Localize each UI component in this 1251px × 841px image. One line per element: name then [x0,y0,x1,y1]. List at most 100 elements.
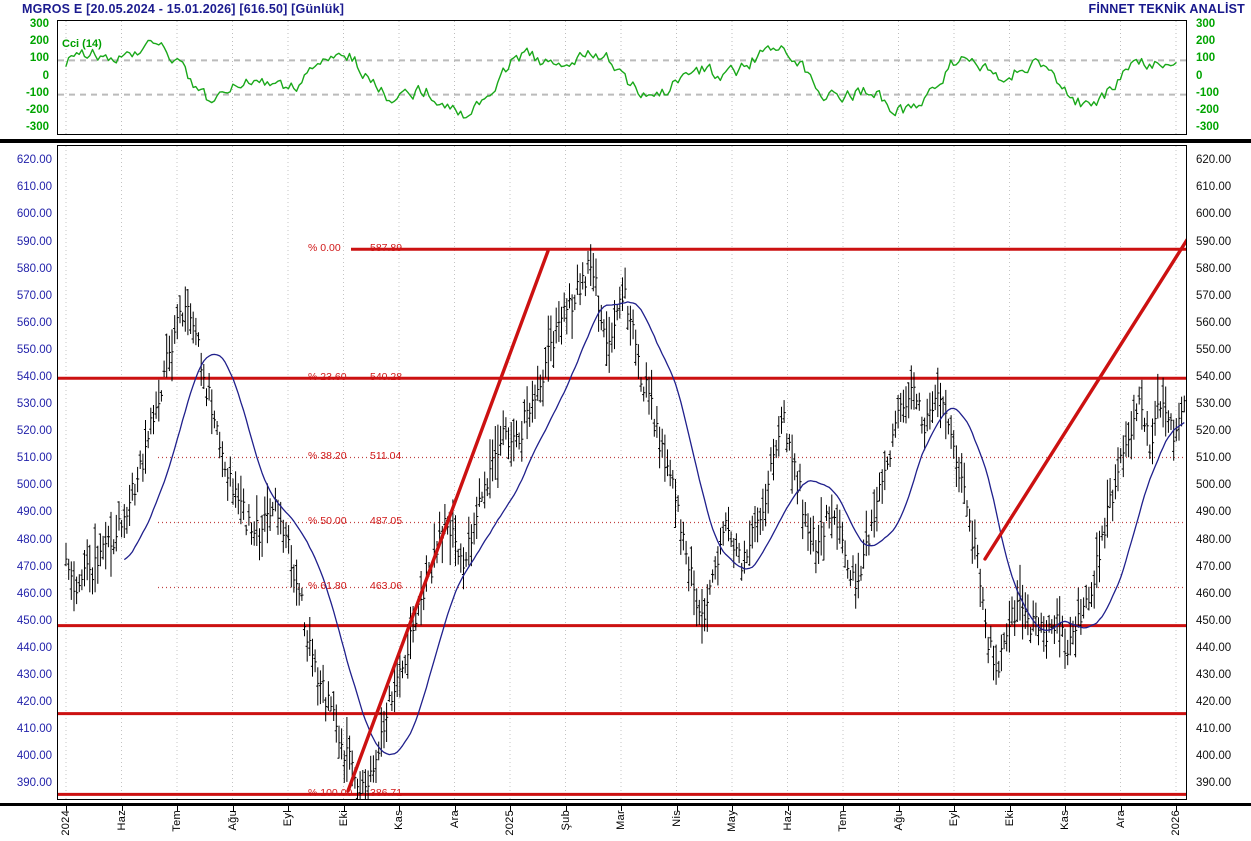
fibonacci-percent-label: % 100.00 [308,787,353,800]
panel-separator [0,139,1251,143]
cci-y-tick-label: 0 [42,69,49,82]
cci-y-tick-label: 200 [29,35,49,48]
x-axis-tick-label: 2026 [1170,810,1182,836]
price-y-tick-label-right: 510.00 [1196,452,1232,465]
x-axis-tick-label: Ağu [226,810,239,831]
x-axis-tick [510,806,511,811]
price-y-tick-label: 580.00 [16,262,52,275]
x-axis-tick [288,806,289,811]
x-axis-tick-label: Haz [115,810,128,831]
price-y-tick-label-right: 490.00 [1196,506,1232,519]
x-axis-tick-label: Eyl [282,810,294,827]
price-y-tick-label: 590.00 [16,235,52,248]
cci-line-series [65,39,1177,119]
fibonacci-value-label: 487.05 [370,515,403,528]
price-y-tick-label-right: 500.00 [1196,479,1232,492]
x-axis-tick [454,806,456,811]
cci-y-tick-label-right: -200 [1196,103,1220,116]
price-y-tick-label: 620.00 [16,154,52,167]
price-y-tick-label: 440.00 [16,641,52,654]
x-axis: 2024 Haz Tem Ağu Eyl Eki Kas Ara 2025 Şub Mar Nis Ma… [0,800,1251,841]
fibonacci-value-label: 386.71 [370,787,403,800]
cci-y-tick-label: -300 [25,120,49,133]
price-y-tick-label-right: 530.00 [1196,398,1232,411]
price-panel[interactable]: 620.00 610.00 600.00 590.00 580.00 570.00 560.… [0,143,1251,803]
cci-plot-area[interactable] [57,20,1187,135]
x-axis-tick [343,806,345,811]
price-y-tick-label: 460.00 [16,587,52,600]
price-y-tick-label: 390.00 [16,777,52,790]
trendline[interactable] [346,249,550,793]
x-axis-tick [565,806,567,811]
cci-chart-svg [58,21,1186,134]
moving-average-line [123,301,1185,756]
price-y-tick-label: 570.00 [16,289,52,302]
price-y-tick-label: 600.00 [16,208,52,221]
cci-y-tick-label-right: 300 [1196,18,1216,31]
x-axis-tick-label: Ara [448,810,461,829]
x-axis-tick-label: Ara [1114,810,1127,829]
price-y-tick-label: 490.00 [16,506,52,519]
x-axis-tick-label: Kas [1059,810,1071,830]
price-y-tick-label-right: 450.00 [1196,614,1232,627]
price-y-tick-label-right: 460.00 [1196,587,1232,600]
x-axis-tick-label: Nis [670,810,683,827]
fibonacci-percent-label: % 23.60 [308,371,347,384]
price-y-tick-label-right: 620.00 [1196,154,1232,167]
price-y-tick-label-right: 390.00 [1196,777,1232,790]
price-y-tick-label: 560.00 [16,316,52,329]
price-y-tick-label: 550.00 [16,343,52,356]
price-y-tick-label: 540.00 [16,371,52,384]
x-axis-tick-label: Eki [1003,810,1016,827]
trendline[interactable] [983,232,1186,561]
price-y-tick-label: 430.00 [16,669,52,682]
x-axis-tick [66,806,67,811]
cci-series-label: Cci (14) [62,38,102,50]
x-axis-tick [232,806,234,811]
price-y-tick-label: 510.00 [16,452,52,465]
price-y-tick-label-right: 560.00 [1196,316,1232,329]
x-axis-tick [898,806,900,811]
price-y-tick-label: 400.00 [16,750,52,763]
ohlc-bar-series [64,244,1186,799]
x-axis-tick-label: Eyl [948,810,960,827]
x-axis-tick-label: Kas [393,810,405,830]
price-y-tick-label-right: 420.00 [1196,696,1232,709]
x-axis-tick-label: Şub [559,810,572,831]
x-axis-tick [732,806,733,811]
fibonacci-value-label: 511.04 [370,450,402,463]
price-y-tick-label: 420.00 [16,696,52,709]
price-y-tick-label-right: 400.00 [1196,750,1232,763]
cci-y-tick-label: 100 [29,52,49,65]
price-y-tick-label: 470.00 [16,560,52,573]
cci-y-tick-label: -100 [25,86,49,99]
indicator-panel-cci[interactable]: Cci (14) 300 200 100 0 -100 -200 -300 300 200 10… [0,18,1251,140]
x-axis-tick [177,806,178,811]
price-y-tick-label: 530.00 [16,398,52,411]
price-y-tick-label-right: 520.00 [1196,425,1232,438]
fibonacci-value-label: 587.89 [370,242,403,255]
x-axis-tick-label: Tem [837,810,849,832]
price-y-tick-label: 610.00 [16,181,52,194]
x-axis-tick [1176,806,1177,811]
cci-y-tick-label-right: -100 [1196,86,1220,99]
price-y-tick-label-right: 590.00 [1196,235,1232,248]
x-axis-tick-label: 2024 [60,810,72,836]
x-axis-tick [1009,806,1011,811]
price-plot-area[interactable] [57,145,1187,800]
x-axis-tick [787,806,789,811]
fibonacci-percent-label: % 38.20 [308,450,347,463]
cci-y-tick-label: 300 [29,18,49,31]
x-axis-rule [0,803,1251,806]
x-axis-tick-label: Haz [781,810,794,831]
x-axis-tick-label: May [726,810,738,832]
cci-y-tick-label-right: 200 [1196,35,1216,48]
price-y-tick-label: 410.00 [16,723,52,736]
x-axis-tick [954,806,955,811]
x-axis-tick-label: Tem [171,810,183,832]
fibonacci-value-label: 463.06 [370,580,403,593]
fibonacci-percent-label: % 61.80 [308,580,347,593]
fibonacci-percent-label: % 50.00 [308,515,347,528]
x-axis-tick [121,806,123,811]
